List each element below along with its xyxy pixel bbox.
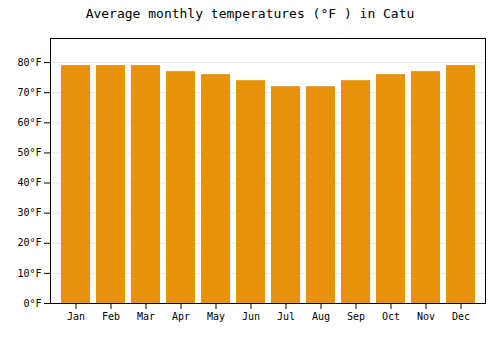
svg-text:Feb: Feb [102,311,120,322]
svg-text:Jul: Jul [277,311,295,322]
svg-text:20°F: 20°F [17,237,41,248]
svg-text:10°F: 10°F [17,268,41,279]
svg-text:70°F: 70°F [17,87,41,98]
svg-text:0°F: 0°F [23,298,41,309]
svg-text:Sep: Sep [347,311,365,322]
svg-text:Jan: Jan [67,311,85,322]
svg-text:80°F: 80°F [17,57,41,68]
svg-text:Nov: Nov [417,311,435,322]
svg-text:30°F: 30°F [17,207,41,218]
svg-text:Mar: Mar [137,311,155,322]
svg-text:40°F: 40°F [17,177,41,188]
svg-text:Aug: Aug [312,311,330,322]
svg-text:60°F: 60°F [17,117,41,128]
svg-text:50°F: 50°F [17,147,41,158]
html-text:Average monthly temperatures (: Average monthly temperatures (°F ) in Ca… [85,6,415,21]
svg-text:May: May [207,311,225,322]
svg-text:Dec: Dec [452,311,470,322]
svg-text:Jun: Jun [242,311,260,322]
svg-text:Oct: Oct [382,311,400,322]
svg-text:Apr: Apr [172,311,190,322]
